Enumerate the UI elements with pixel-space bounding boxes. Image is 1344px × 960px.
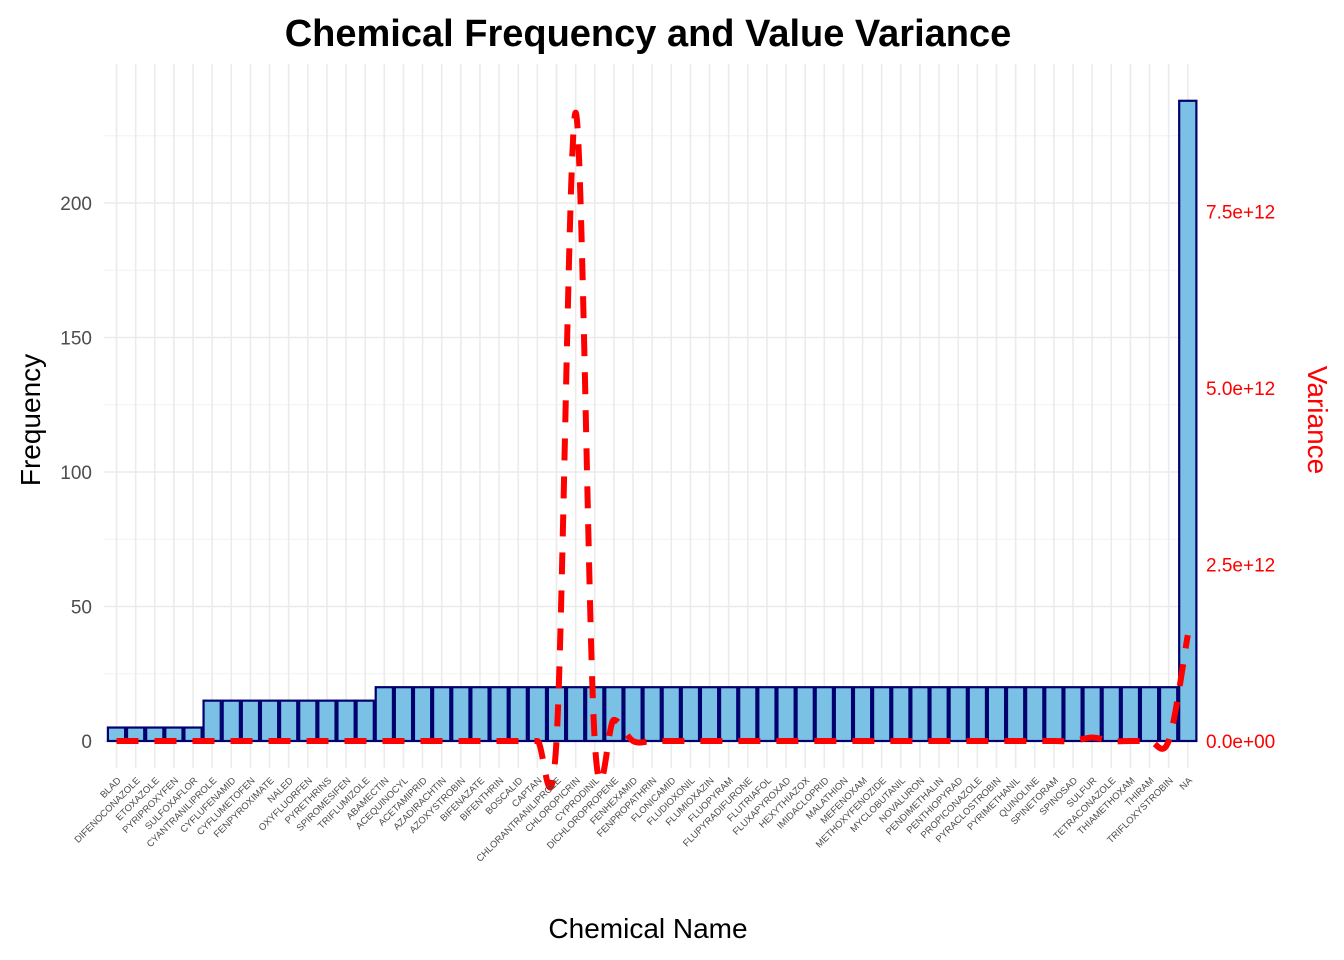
bar <box>1101 686 1121 743</box>
y-tick-label: 200 <box>60 194 92 215</box>
bar-series <box>106 99 1198 743</box>
bar <box>1120 686 1141 743</box>
x-axis: BLADDIFENOCONAZOLEETOXAZOLEPYRIPROXYFENS… <box>73 775 1196 865</box>
bar <box>240 699 261 743</box>
bar <box>1025 686 1045 743</box>
bar <box>1044 686 1064 743</box>
bar <box>833 686 854 743</box>
bar <box>986 686 1007 743</box>
bar <box>432 686 452 743</box>
y-tick-label: 100 <box>60 463 92 484</box>
bar <box>967 686 988 743</box>
bar <box>202 699 222 743</box>
bar <box>317 699 337 743</box>
bar <box>412 686 433 743</box>
y-tick-label: 150 <box>60 329 92 350</box>
bar <box>1005 686 1026 743</box>
bar <box>470 686 490 743</box>
bar <box>374 686 395 743</box>
y2-tick-label: 5.0e+12 <box>1206 379 1275 400</box>
bar <box>814 686 835 743</box>
bar <box>757 686 777 743</box>
bar <box>699 686 720 743</box>
bar <box>680 686 701 743</box>
bar <box>1082 686 1102 743</box>
bar <box>355 699 375 743</box>
bar <box>776 686 796 743</box>
bar <box>1178 99 1198 743</box>
bar <box>451 686 471 743</box>
bar <box>642 686 662 743</box>
bar <box>891 686 911 743</box>
y-axis-title: Frequency <box>15 354 46 486</box>
chart-title: Chemical Frequency and Value Variance <box>285 13 1012 55</box>
y-tick-label: 50 <box>71 598 92 619</box>
bar <box>948 686 968 743</box>
bar <box>298 699 318 743</box>
bar <box>623 686 643 743</box>
y2-axis-title: Variance <box>1302 366 1333 474</box>
y2-tick-label: 7.5e+12 <box>1206 203 1275 224</box>
bar <box>718 686 739 743</box>
y-tick-label: 0 <box>81 732 92 753</box>
bar <box>929 686 949 743</box>
bar <box>527 686 548 743</box>
bar <box>1139 686 1160 743</box>
bar <box>336 699 356 743</box>
bar <box>1063 686 1083 743</box>
bar <box>565 686 586 743</box>
bar <box>489 686 509 743</box>
variance-line <box>116 109 1191 791</box>
y2-tick-label: 0.0e+00 <box>1206 732 1275 753</box>
bar <box>852 686 873 743</box>
bar <box>910 686 930 743</box>
bar <box>508 686 528 743</box>
bar <box>278 699 299 743</box>
y-axis-left: 0 50 100 150 200 <box>60 194 92 753</box>
y2-tick-label: 2.5e+12 <box>1206 556 1275 577</box>
bar <box>661 686 681 743</box>
bar <box>221 699 241 743</box>
bar <box>871 686 892 743</box>
x-tick-label: NA <box>1178 775 1196 793</box>
y-axis-right: 0.0e+00 2.5e+12 5.0e+12 7.5e+12 <box>1206 203 1275 754</box>
bar <box>795 686 815 743</box>
bar <box>259 699 280 743</box>
plot-grid <box>104 64 1194 768</box>
bar <box>738 686 758 743</box>
x-axis-title: Chemical Name <box>548 913 747 944</box>
bar <box>393 686 414 743</box>
